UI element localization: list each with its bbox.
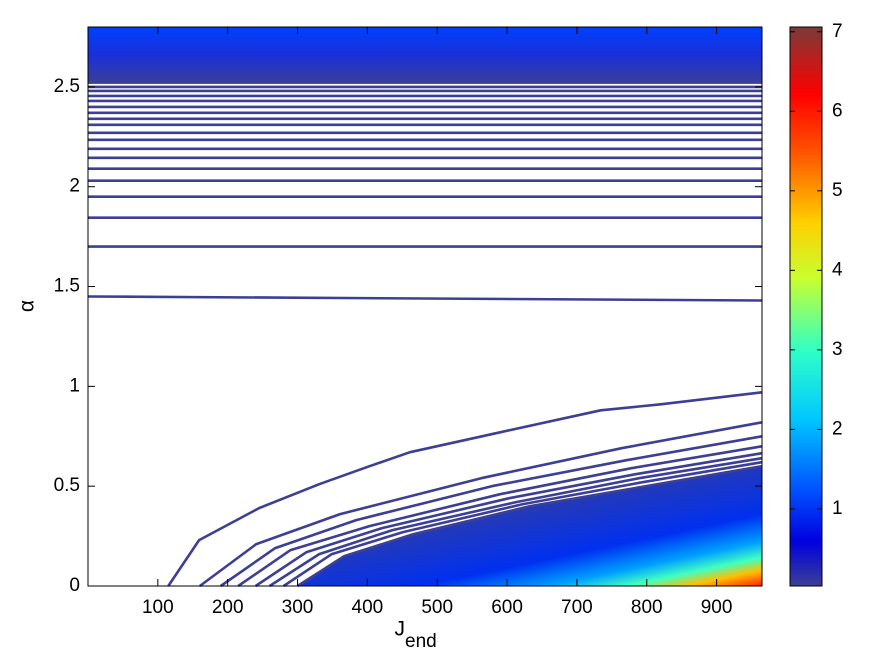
colorbar-tick-label: 2 bbox=[832, 418, 843, 439]
axes: 100 200 300 400 500 600 700 800 900 0 0.5 1 1.5 2 2.5 1… bbox=[54, 21, 843, 618]
x-tick-label: 600 bbox=[491, 597, 523, 618]
contour-lines bbox=[87, 85, 763, 588]
y-tick-label: 1.5 bbox=[54, 276, 80, 297]
colorbar-tick-label: 5 bbox=[832, 180, 843, 201]
colorbar-tick-label: 7 bbox=[832, 21, 843, 42]
colorbar-frame bbox=[789, 26, 823, 587]
y-tick-label: 2.5 bbox=[54, 76, 80, 97]
contour-line bbox=[296, 464, 763, 588]
y-tick-label: 2 bbox=[69, 176, 80, 197]
contour-fill bbox=[88, 27, 762, 586]
contour-line bbox=[219, 435, 763, 588]
fill-low-region bbox=[297, 466, 762, 586]
colorbar-tick-label: 3 bbox=[832, 339, 843, 360]
contour-line bbox=[199, 421, 763, 588]
contour-line bbox=[87, 295, 763, 302]
y-tick-label: 0 bbox=[69, 575, 80, 596]
x-tick-label: 800 bbox=[631, 597, 663, 618]
contour-line bbox=[282, 460, 763, 588]
x-tick-label: 900 bbox=[701, 597, 733, 618]
plot-frame bbox=[87, 26, 763, 587]
y-axis-label: α bbox=[16, 300, 39, 312]
x-tick-label: 700 bbox=[561, 597, 593, 618]
x-axis-label: J bbox=[395, 618, 406, 641]
y-tick-label: 1 bbox=[69, 375, 80, 396]
colorbar-tick-label: 4 bbox=[832, 259, 843, 280]
contour-line bbox=[268, 456, 763, 588]
colorbar-tick-label: 6 bbox=[832, 100, 843, 121]
fill-top-band bbox=[88, 27, 762, 84]
colorbar bbox=[790, 27, 822, 586]
x-tick-label: 500 bbox=[421, 597, 453, 618]
colorbar-tick-label: 1 bbox=[832, 498, 843, 519]
contour-line bbox=[167, 391, 763, 587]
y-tick-label: 0.5 bbox=[54, 475, 80, 496]
x-tick-label: 200 bbox=[212, 597, 244, 618]
contour-line bbox=[254, 451, 763, 588]
x-tick-label: 100 bbox=[142, 597, 174, 618]
x-axis-label-subscript: end bbox=[405, 631, 437, 652]
x-tick-label: 400 bbox=[352, 597, 384, 618]
contour-line bbox=[237, 445, 763, 588]
x-tick-label: 300 bbox=[282, 597, 314, 618]
